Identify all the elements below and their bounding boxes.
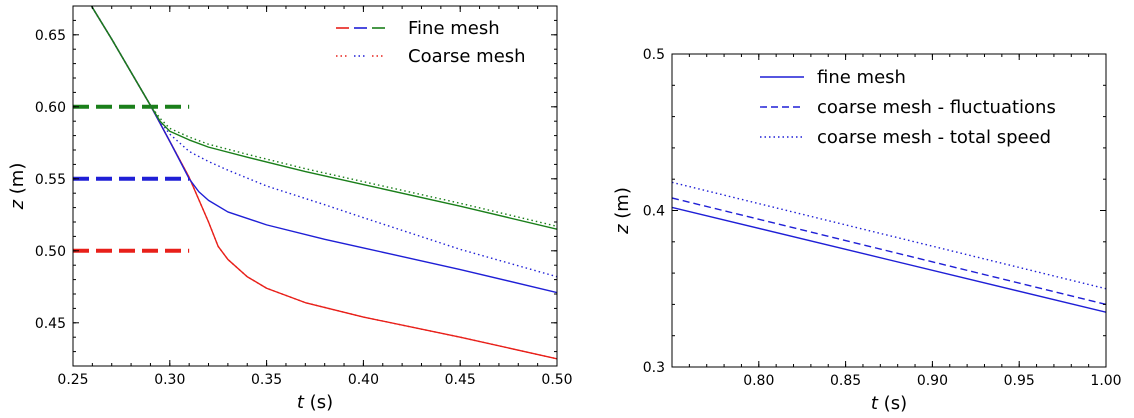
legend: Fine mesh Coarse mesh	[336, 18, 526, 67]
x-tick-label: 0.30	[154, 372, 185, 388]
x-axis-label-unit: (s)	[304, 392, 333, 413]
x-tick-label: 0.90	[917, 373, 948, 389]
x-axis-label-var: t	[297, 392, 305, 413]
y-tick-label: 0.5	[643, 47, 665, 63]
x-axis-label: t (s)	[297, 392, 333, 413]
plot-area	[672, 181, 1106, 313]
y-axis-label-var: z	[7, 199, 28, 210]
series-line-4	[90, 6, 557, 278]
y-axis-label-unit: (m)	[7, 163, 28, 200]
x-tick-label: 0.80	[743, 373, 774, 389]
x-tick-label: 0.95	[1004, 373, 1035, 389]
legend-label: fine mesh	[817, 67, 906, 88]
x-tick-label: 0.50	[541, 372, 572, 388]
y-tick-label: 0.3	[643, 360, 665, 376]
y-tick-label: 0.45	[35, 316, 66, 332]
x-axis-label-unit: (s)	[878, 393, 907, 414]
plot-frame	[72, 5, 558, 367]
x-tick-label: 0.40	[348, 372, 379, 388]
x-tick-label: 1.00	[1090, 373, 1121, 389]
y-axis-label: z (m)	[7, 163, 28, 211]
y-axis-label-var: z	[612, 224, 633, 235]
legend-label: Fine mesh	[408, 18, 500, 39]
x-tick-label: 0.25	[57, 372, 88, 388]
chart-1: 0.25 0.30 0.35 0.40 0.45 0.50 0.45 0.50 0.55 0.60…	[7, 5, 573, 413]
x-tick-label: 0.45	[445, 372, 476, 388]
series-line-1	[672, 206, 1106, 313]
plot-area	[73, 6, 557, 360]
x-tick-label: 0.85	[830, 373, 861, 389]
legend: fine mesh coarse mesh - fluctuations coars…	[760, 67, 1056, 148]
x-axis-label: t (s)	[871, 393, 907, 414]
y-tick-label: 0.60	[35, 100, 66, 116]
x-tick-label: 0.35	[251, 372, 282, 388]
y-tick-label: 0.55	[35, 172, 66, 188]
y-tick-label: 0.50	[35, 244, 66, 260]
series-line-2	[90, 6, 557, 360]
legend-label: Coarse mesh	[408, 46, 526, 67]
y-axis-label: z (m)	[612, 187, 633, 235]
y-tick-label: 0.65	[35, 28, 66, 44]
series-line-2	[672, 197, 1106, 306]
y-tick-label: 0.4	[643, 204, 665, 220]
x-axis-label-var: t	[871, 393, 879, 414]
legend-label: coarse mesh - total speed	[817, 127, 1051, 148]
series-line-3	[90, 6, 557, 294]
series-line-5	[90, 6, 557, 230]
legend-label: coarse mesh - fluctuations	[817, 97, 1056, 118]
y-axis-label-unit: (m)	[612, 187, 633, 224]
chart-2: 0.80 0.85 0.90 0.95 1.00 0.3 0.4 0.5 t (s) z (m) f…	[612, 47, 1122, 414]
series-line-3	[672, 181, 1106, 290]
